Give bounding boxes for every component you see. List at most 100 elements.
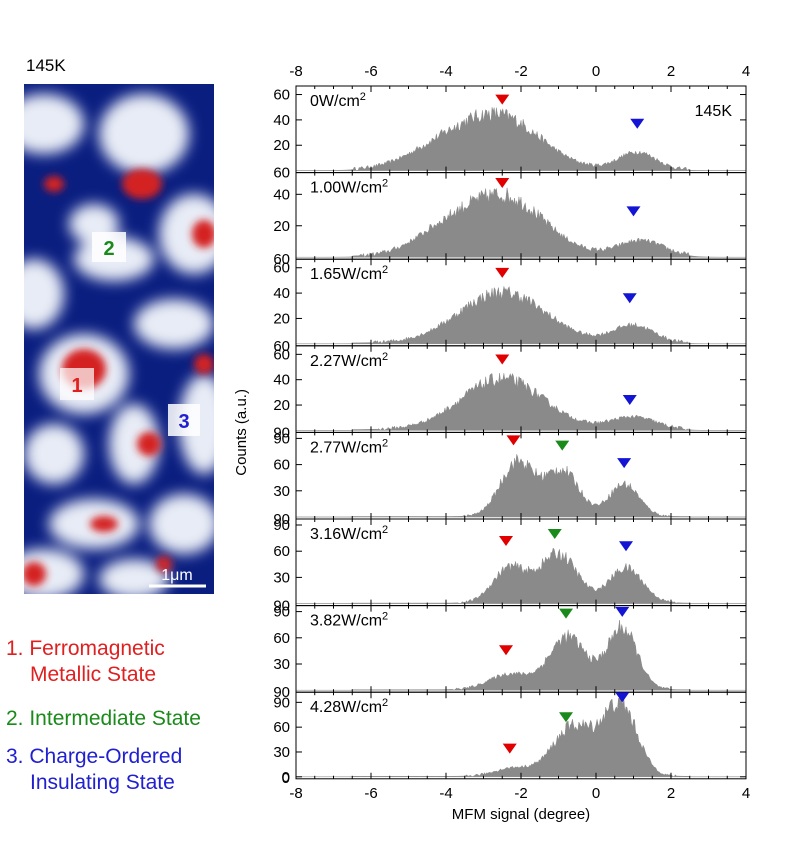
histogram-area xyxy=(296,285,746,345)
peak-marker-metallic xyxy=(506,435,521,446)
panel-power-label: 4.28W/cm2 xyxy=(310,697,388,716)
region-marker-2: 2 xyxy=(103,238,114,260)
legend-item-2-line-1: 2. Intermediate State xyxy=(6,707,201,730)
x-tick-label: 2 xyxy=(667,785,675,802)
panel-boundary-tick-label: 90 xyxy=(273,598,290,615)
histogram-panel-3: 20 40 60 60 1.65W/cm2 xyxy=(273,258,747,355)
x-tick-label: -8 xyxy=(289,785,302,802)
peak-marker-metallic xyxy=(495,178,510,189)
y-tick-label: 20 xyxy=(273,218,290,235)
histogram-area xyxy=(296,372,746,431)
histogram-panel-6: 30 60 90 90 3.16W/cm2 xyxy=(273,517,747,615)
peak-marker-metallic xyxy=(499,535,513,546)
histogram-area xyxy=(296,547,746,604)
x-tick-label: 0 xyxy=(592,785,600,802)
peak-marker-insulating xyxy=(619,541,633,552)
panel-power-label: 1.00W/cm2 xyxy=(310,178,388,197)
panel-boundary-tick-label: 90 xyxy=(273,511,290,528)
y-tick-label: 30 xyxy=(273,569,290,586)
y-tick-label: 30 xyxy=(273,483,290,500)
x-tick-label: 4 xyxy=(742,785,750,802)
peak-marker-intermediate xyxy=(559,712,573,723)
map-region-markers: 2 1 3 xyxy=(60,232,200,436)
histogram-area xyxy=(296,620,746,691)
peak-marker-metallic xyxy=(495,354,510,365)
x-axis-title: MFM signal (degree) xyxy=(452,806,590,823)
peak-marker-metallic xyxy=(502,743,517,754)
scale-bar-label: 1μm xyxy=(161,567,192,584)
y-tick-label: 40 xyxy=(273,186,290,203)
y-tick-label: 60 xyxy=(273,543,290,560)
legend-item-1-line-2: Metallic State xyxy=(30,663,157,686)
y-tick-label: 40 xyxy=(273,285,290,302)
histogram-area xyxy=(296,454,746,518)
histogram-panel-5: 30 60 90 90 2.77W/cm2 xyxy=(273,430,747,528)
y-tick-label: 90 xyxy=(273,517,290,534)
y-tick-label: 40 xyxy=(273,112,290,129)
y-tick-label: 60 xyxy=(273,260,290,277)
legend-item-3-line-2: Insulating State xyxy=(30,771,175,794)
peak-marker-intermediate xyxy=(559,608,573,619)
panel-boundary-tick-label: 90 xyxy=(273,424,290,441)
legend-item-1-line-1: 1. Ferromagnetic xyxy=(6,637,165,660)
mfm-phase-map: 2 1 3 1μm xyxy=(24,84,214,594)
y-tick-label: 60 xyxy=(273,346,290,363)
top-axis-tick-label: 2 xyxy=(667,63,675,80)
y-tick-label: 60 xyxy=(273,719,290,736)
legend-item-3-line-1: 3. Charge-Ordered xyxy=(6,745,183,768)
y-tick-label: 0 xyxy=(282,769,290,786)
peak-marker-insulating xyxy=(626,206,641,217)
peak-marker-insulating xyxy=(622,395,637,406)
panel-power-label: 2.77W/cm2 xyxy=(310,437,388,456)
y-tick-label: 40 xyxy=(273,372,290,389)
y-tick-label: 60 xyxy=(273,457,290,474)
x-tick-label: -2 xyxy=(514,785,527,802)
y-tick-label: 60 xyxy=(273,87,290,104)
peak-marker-insulating xyxy=(615,606,630,617)
top-axis-tick-label: 0 xyxy=(592,63,600,80)
y-tick-label: 20 xyxy=(273,137,290,154)
panel-power-label: 1.65W/cm2 xyxy=(310,264,388,283)
y-tick-label: 30 xyxy=(273,656,290,673)
y-tick-label: 20 xyxy=(273,397,290,414)
top-axis-tick-label: -8 xyxy=(289,63,302,80)
histogram-panel-7: 30 60 90 90 3.82W/cm2 xyxy=(273,604,747,701)
peak-marker-metallic xyxy=(499,645,513,656)
peak-marker-metallic xyxy=(495,94,510,105)
peak-marker-insulating xyxy=(615,692,630,703)
peak-marker-insulating xyxy=(617,458,632,469)
y-tick-label: 90 xyxy=(273,430,290,447)
region-marker-1: 1 xyxy=(71,375,82,397)
panel-power-label: 0W/cm2 xyxy=(310,91,366,110)
histogram-area xyxy=(296,187,746,258)
chart-temperature-annotation: 145K xyxy=(695,103,733,120)
y-tick-label: 90 xyxy=(273,694,290,711)
peak-marker-insulating xyxy=(622,293,637,304)
map-temperature-label: 145K xyxy=(26,56,66,75)
panel-power-label: 2.27W/cm2 xyxy=(310,351,388,370)
x-tick-label: -6 xyxy=(364,785,377,802)
x-tick-label: -4 xyxy=(439,785,452,802)
top-axis-tick-label: 4 xyxy=(742,63,750,80)
panel-boundary-tick-label: 90 xyxy=(273,684,290,701)
peak-marker-insulating xyxy=(630,118,645,129)
histogram-panel-2: 20 40 60 1.00W/cm2 xyxy=(273,172,747,268)
y-tick-label: 30 xyxy=(273,744,290,761)
y-axis-title: Counts (a.u.) xyxy=(233,389,250,476)
top-axis-tick-label: -2 xyxy=(514,63,527,80)
y-tick-label: 20 xyxy=(273,310,290,327)
histogram-panel-1: 20 40 60 60 0W/cm2 xyxy=(273,85,747,182)
region-marker-3: 3 xyxy=(178,411,189,433)
panel-boundary-tick-label: 0 xyxy=(282,770,290,787)
y-tick-label: 90 xyxy=(273,604,290,621)
panel-power-label: 3.82W/cm2 xyxy=(310,611,388,630)
top-axis-tick-label: -6 xyxy=(364,63,377,80)
panel-power-label: 3.16W/cm2 xyxy=(310,524,388,543)
histogram-area xyxy=(296,107,746,172)
peak-marker-metallic xyxy=(495,267,510,278)
histogram-panel-4: 20 40 60 90 2.27W/cm2 xyxy=(273,345,747,441)
map-scale-bar: 1μm xyxy=(149,567,206,588)
panel-boundary-tick-label: 60 xyxy=(273,338,290,355)
